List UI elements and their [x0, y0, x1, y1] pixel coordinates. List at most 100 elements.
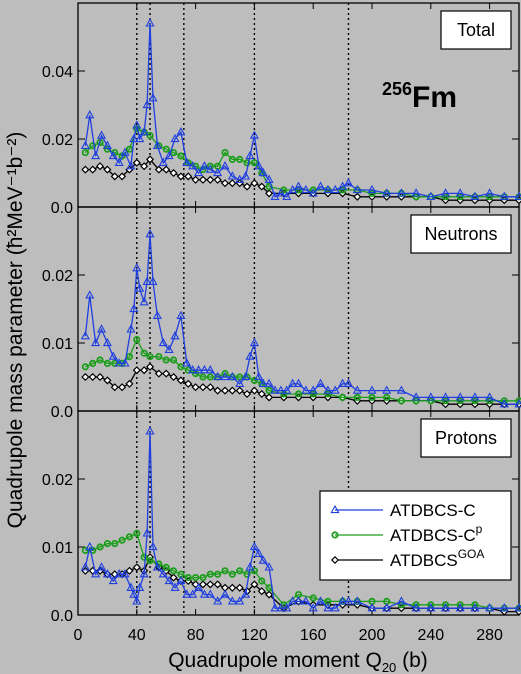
- panel-protons-point-C-42: [308, 603, 318, 612]
- panel-protons-point-C-46: [338, 596, 348, 605]
- panel-total-point-C-58: [499, 191, 509, 200]
- panel-neutrons-point-Cp-28: [309, 390, 317, 398]
- panel-protons-point-C-43: [316, 596, 326, 605]
- panel-total-point-Cp-37: [441, 193, 450, 201]
- panel-neutrons-point-C-11: [135, 283, 145, 292]
- panel-neutrons-point-Cp-33: [383, 393, 391, 401]
- panel-protons-point-Cp-24: [258, 577, 266, 585]
- panel-total-point-Cp-1: [89, 142, 97, 150]
- panel-total-point-Cp-21: [236, 155, 244, 163]
- panel-neutrons-point-GOA-5: [118, 383, 127, 392]
- panel-protons-point-C-39: [288, 596, 298, 605]
- panel-neutrons-point-C-55: [455, 392, 465, 401]
- panel-neutrons-point-GOA-21: [235, 386, 244, 395]
- panel-neutrons-label: Neutrons: [410, 214, 512, 254]
- panel-protons-point-Cp-2: [96, 543, 104, 551]
- panel-total-point-C-16: [152, 140, 162, 149]
- panel-protons-point-GOA-12: [169, 573, 178, 582]
- panel-protons-point-C-55: [455, 603, 465, 612]
- panel-protons-label: Protons: [420, 418, 512, 458]
- panel-total-point-C-35: [264, 174, 274, 183]
- panel-total-point-GOA-20: [228, 179, 237, 188]
- panel-total-point-C-37: [276, 188, 286, 197]
- panel-protons-point-Cp-15: [192, 573, 200, 582]
- panel-protons-point-GOA-7: [132, 563, 141, 572]
- panel-total-point-GOA-4: [110, 172, 119, 181]
- panel-total-point-GOA-8: [140, 162, 149, 171]
- panel-neutrons-point-C-45: [330, 385, 340, 394]
- panel-neutrons-point-C-4: [102, 337, 112, 347]
- panel-protons-point-C-52: [411, 603, 421, 612]
- panel-protons-point-C-51: [396, 596, 406, 605]
- panel-protons-point-C-36: [270, 603, 280, 612]
- panel-total-point-C-40: [293, 181, 304, 190]
- panel-protons-point-C-18: [164, 575, 174, 585]
- panel-protons-point-C-16: [152, 562, 162, 571]
- panel-total-point-GOA-16: [198, 175, 207, 184]
- panel-neutrons-point-C-23: [194, 365, 204, 374]
- panel-total-point-C-55: [455, 188, 465, 197]
- x-axis-title-main: Quadrupole moment Q: [168, 649, 382, 672]
- panel-neutrons-point-C-48: [352, 385, 362, 394]
- panel-protons-point-C-4: [102, 569, 112, 578]
- panel-total-ytick-label-1: 0.02: [42, 132, 73, 149]
- panel-total-line-Cp: [84, 127, 519, 198]
- panel-protons-point-C-45: [330, 603, 340, 612]
- panel-protons-point-GOA-17: [206, 580, 215, 589]
- legend-label-main-Cp: ATDBCS-C: [390, 526, 476, 545]
- panel-protons-point-C-26: [213, 596, 223, 605]
- panel-protons-point-C-41: [301, 596, 311, 605]
- panel-neutrons-point-GOA-2: [96, 372, 105, 382]
- panel-total-label-box: [440, 10, 512, 50]
- panel-protons-point-C-5: [108, 575, 118, 585]
- panel-neutrons-point-Cp-30: [338, 393, 347, 401]
- panel-total-point-Cp-22: [243, 159, 251, 167]
- legend-entry-Cp: ATDBCS-Cp: [331, 522, 483, 545]
- panel-neutrons-point-GOA-16: [198, 383, 207, 392]
- panel-neutrons-point-C-42: [308, 385, 318, 394]
- panel-neutrons-point-Cp-25: [265, 386, 273, 395]
- panel-protons-point-C-48: [352, 596, 362, 605]
- panel-neutrons-point-GOA-10: [154, 369, 163, 378]
- panel-total-point-C-13: [142, 99, 152, 109]
- panel-total-point-C-33: [254, 161, 264, 170]
- panel-total-point-C-43: [316, 181, 326, 190]
- panel-total-point-GOA-31: [353, 192, 362, 201]
- panel-total-point-C-12: [139, 127, 149, 136]
- panel-protons-point-Cp-8: [140, 553, 148, 561]
- panel-neutrons-series-C: [80, 229, 521, 408]
- panel-protons-point-Cp-36: [427, 601, 435, 609]
- panel-neutrons-point-C-51: [396, 385, 406, 394]
- panel-total-point-GOA-2: [96, 162, 105, 171]
- panel-total-point-C-45: [330, 184, 340, 194]
- panel-protons-point-GOA-6: [125, 566, 134, 575]
- panel-neutrons-point-GOA-15: [191, 383, 200, 392]
- panel-neutrons-point-Cp-10: [155, 352, 163, 361]
- panel-neutrons-point-Cp-19: [221, 369, 229, 378]
- panel-protons-point-C-6: [114, 569, 124, 578]
- panel-neutrons-point-GOA-12: [169, 372, 178, 382]
- panel-total-point-C-8: [126, 161, 136, 170]
- panel-neutrons-point-Cp-31: [353, 393, 361, 401]
- panel-protons-point-Cp-21: [236, 567, 244, 575]
- panel-total-point-C-49: [367, 184, 377, 194]
- panel-protons-point-C-23: [194, 582, 204, 591]
- panel-protons-point-GOA-23: [250, 580, 259, 589]
- panel-neutrons-point-C-50: [382, 385, 392, 394]
- panel-neutrons-point-GOA-24: [257, 389, 266, 399]
- panel-neutrons-point-C-30: [241, 371, 251, 381]
- panel-protons-point-GOA-4: [110, 570, 119, 579]
- panel-protons-point-Cp-14: [184, 573, 192, 582]
- panel-protons-point-Cp-19: [221, 567, 229, 575]
- panel-neutrons-point-GOA-13: [176, 376, 185, 385]
- panel-protons-point-C-9: [129, 589, 139, 598]
- panel-protons-point-C-11: [135, 582, 145, 591]
- panel-neutrons-point-GOA-4: [110, 383, 119, 392]
- panel-total-point-C-2: [91, 150, 101, 160]
- x-tick-label-1: 40: [128, 627, 146, 644]
- panel-neutrons-point-GOA-22: [243, 389, 252, 399]
- panel-protons-point-C-54: [440, 603, 451, 612]
- panel-neutrons-point-Cp-7: [133, 335, 141, 344]
- panel-total-point-C-56: [470, 191, 480, 200]
